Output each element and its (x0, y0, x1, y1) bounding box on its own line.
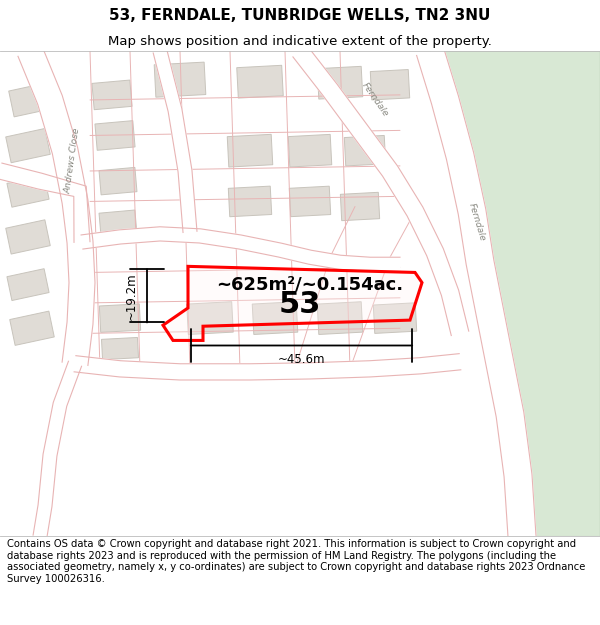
Bar (289, 186, 331, 217)
Text: 53: 53 (279, 289, 321, 319)
Bar (228, 186, 272, 217)
Bar (100, 304, 140, 332)
Text: ~19.2m: ~19.2m (125, 272, 137, 319)
Text: ~625m²/~0.154ac.: ~625m²/~0.154ac. (217, 276, 404, 294)
Polygon shape (163, 266, 422, 341)
Text: 53, FERNDALE, TUNBRIDGE WELLS, TN2 3NU: 53, FERNDALE, TUNBRIDGE WELLS, TN2 3NU (109, 8, 491, 23)
Text: Map shows position and indicative extent of the property.: Map shows position and indicative extent… (108, 34, 492, 48)
Polygon shape (293, 46, 469, 336)
Text: Ferndale: Ferndale (360, 81, 390, 119)
Bar (9, 83, 51, 117)
Bar (99, 210, 137, 238)
Bar (227, 134, 273, 167)
Bar (6, 220, 50, 254)
Bar (99, 168, 137, 195)
Bar (370, 69, 410, 100)
Polygon shape (430, 51, 600, 536)
Polygon shape (416, 47, 536, 538)
Polygon shape (0, 163, 90, 242)
Text: ~45.6m: ~45.6m (278, 353, 325, 366)
Bar (10, 311, 54, 346)
Bar (95, 121, 135, 150)
Bar (7, 269, 49, 301)
Polygon shape (81, 227, 400, 271)
Bar (101, 338, 139, 359)
Polygon shape (153, 49, 197, 232)
Bar (187, 302, 233, 334)
Polygon shape (33, 361, 82, 538)
Bar (373, 302, 417, 333)
Bar (92, 80, 132, 110)
Bar (317, 66, 363, 99)
Text: Andrews Close: Andrews Close (64, 127, 82, 194)
Bar (6, 129, 50, 162)
Text: Contains OS data © Crown copyright and database right 2021. This information is : Contains OS data © Crown copyright and d… (7, 539, 586, 584)
Bar (317, 302, 363, 334)
Bar (154, 62, 206, 98)
Bar (252, 302, 298, 334)
Bar (237, 65, 283, 98)
Bar (344, 136, 386, 166)
Polygon shape (74, 354, 461, 380)
Polygon shape (18, 46, 95, 366)
Text: Ferndale: Ferndale (467, 202, 487, 242)
Bar (288, 134, 332, 167)
Bar (7, 176, 49, 208)
Bar (340, 192, 380, 221)
